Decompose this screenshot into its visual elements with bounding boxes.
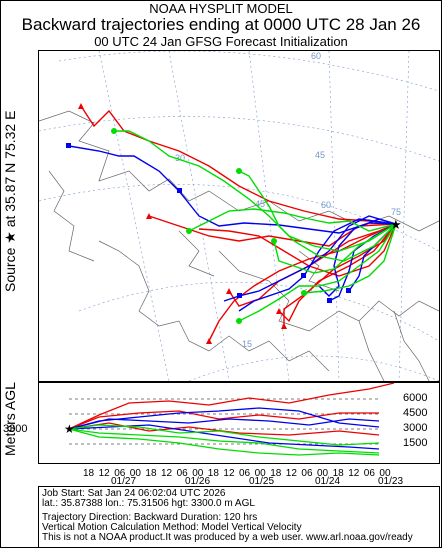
lat-label: 30 [175,153,185,163]
vertical-motion-method: Vertical Motion Calculation Method: Mode… [42,522,302,533]
date-label: 01/25 [249,476,275,487]
source-star-icon: ★ [390,217,402,232]
source-star-icon: ★ [64,422,75,436]
hour-tick-label: 00 [130,468,142,479]
lon-label: 45 [255,199,265,209]
hour-tick-label: 06 [114,468,126,479]
hour-tick-label: 00 [192,468,204,479]
height-panel: ★ 3300 6000 4500 3000 1500 [3,382,440,464]
hour-tick-label: 12 [223,468,235,479]
hour-axis: 18 12 06 00 18 12 06 00 18 12 06 00 18 12 06 00 18 12 06 00 [38,465,438,479]
hour-tick-label: 06 [239,468,251,479]
hour-axis-svg: 18 12 06 00 18 12 06 00 18 12 06 00 18 12 06 00 18 12 06 00 [83,468,391,479]
model-name: NOAA HYSPLIT MODEL [149,1,293,16]
job-location: lat.: 35.87388 lon.: 75.31506 hgt: 3300.… [42,498,255,509]
graticule [39,51,439,381]
hour-tick-label: 00 [379,468,391,479]
height-svg: ★ [64,382,395,456]
date-label: 01/27 [111,476,137,487]
chart-title: Backward trajectories ending at 0000 UTC… [21,15,421,34]
lat-label: 60 [311,51,321,61]
height-tick-label: 1500 [403,437,428,449]
date-label: 01/24 [315,476,341,487]
lon-label: 75 [391,207,401,217]
map-svg: 60 45 30 15 75 60 45 [39,51,439,381]
hour-tick-label: 18 [333,468,345,479]
hour-tick-label: 06 [301,468,313,479]
date-axis: 01/27 01/26 01/25 01/24 01/23 [38,476,438,490]
job-info-box: Job Start: Sat Jan 24 06:02:04 UTC 2026 … [38,486,440,548]
date-label: 01/23 [378,476,404,487]
job-start: Job Start: Sat Jan 24 06:02:04 UTC 2026 [42,488,226,499]
hour-tick-label: 00 [317,468,329,479]
height-tick-label: 3000 [403,422,428,434]
trajectory-direction: Trajectory Direction: Backward Duration:… [42,512,258,523]
hour-tick-label: 18 [83,468,95,479]
green-trajectories [114,130,397,322]
height-tick-label: 6000 [403,392,428,404]
trajectory-map: 60 45 30 15 75 60 45 [38,50,440,382]
hour-tick-label: 18 [145,468,157,479]
lat-label: 15 [242,339,252,349]
date-label: 01/26 [185,476,211,487]
disclaimer: This is not a NOAA product.It was produc… [42,532,413,543]
lon-label: 60 [321,200,331,210]
chart-subtitle: 00 UTC 24 Jan GFSG Forecast Initializati… [94,34,348,49]
hour-tick-label: 06 [177,468,189,479]
lat-label: 45 [315,150,325,160]
hour-tick-label: 18 [270,468,282,479]
hour-tick-label: 12 [286,468,298,479]
height-tick-label: 4500 [403,407,428,419]
hour-tick-label: 00 [255,468,267,479]
height-traces [68,382,395,456]
hour-tick-label: 18 [208,468,220,479]
start-height-label: 3300 [3,423,28,435]
hour-tick-label: 12 [348,468,360,479]
trajectory-markers [66,103,351,344]
agl-label: Meters AGL [2,382,18,456]
hour-tick-label: 12 [161,468,173,479]
hour-tick-label: 12 [99,468,111,479]
hour-tick-label: 06 [364,468,376,479]
source-label: Source ★ at 35.87 N 75.32 E [2,110,18,292]
